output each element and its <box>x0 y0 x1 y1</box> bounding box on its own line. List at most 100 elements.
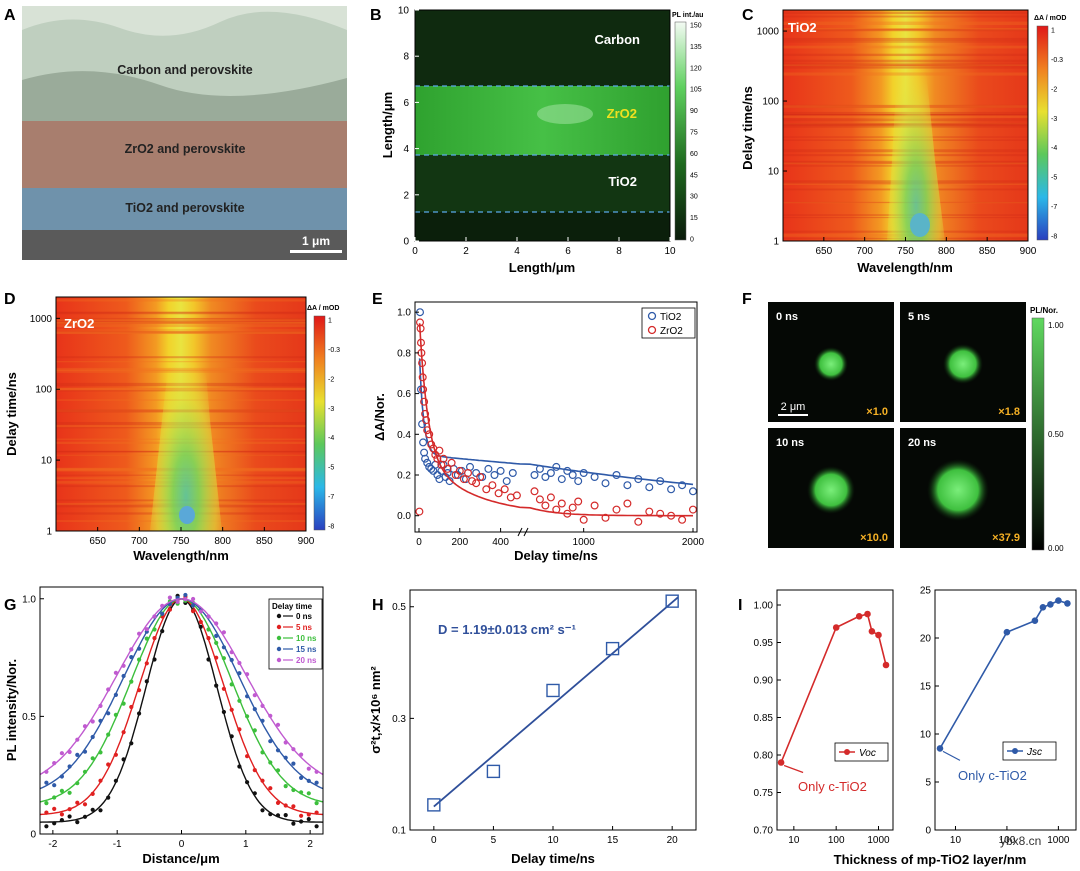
chart-i-left-xtick-label: 100 <box>828 835 845 846</box>
chart-e-point-tio2 <box>667 485 676 494</box>
ta-map-d-feature <box>150 300 222 531</box>
chart-g-point-4 <box>306 766 311 771</box>
pl-map-xlabel: Length/μm <box>509 260 575 275</box>
chart-g-point-4 <box>275 722 281 727</box>
chart-g-point-3 <box>160 611 165 616</box>
ta-colorbar-c-ticks: 1 -0.3 -2 -3 -4 -5 -7 -8 <box>1051 28 1063 241</box>
panel-b: B Carbon ZrO2 TiO2 0 2 4 6 8 10 0 2 4 6 8 10 Lengt… <box>370 6 703 276</box>
chart-i-left-arrow <box>783 764 804 774</box>
chart-e-point-zro2 <box>541 501 550 510</box>
pl-colorbar-tick: 30 <box>690 194 698 201</box>
chart-e-point-tio2 <box>490 471 499 480</box>
chart-g-point-3 <box>214 633 219 639</box>
chart-i-right-point <box>1039 604 1047 611</box>
chart-g-point-4 <box>67 749 72 755</box>
ta-map-c-xtick-label: 750 <box>897 246 914 257</box>
chart-g-point-3 <box>306 778 311 784</box>
chart-g-point-3 <box>82 749 88 754</box>
chart-g-point-0 <box>52 821 57 826</box>
chart-e-point-zro2 <box>433 454 442 463</box>
chart-g-point-3 <box>113 692 118 698</box>
chart-g-point-1 <box>268 786 273 791</box>
chart-g-point-4 <box>291 747 296 752</box>
chart-i-right-ytick-label: 20 <box>920 634 932 645</box>
ta-map-c-xlabel: Wavelength/nm <box>857 260 953 275</box>
chart-e-ytick-label: 0.0 <box>397 511 411 522</box>
pl-frame-time-1: 5 ns <box>908 311 930 323</box>
chart-e-point-zro2 <box>447 458 456 467</box>
pl-spot-1 <box>943 344 983 384</box>
chart-g-point-2 <box>283 784 288 789</box>
ta-map-c-feature <box>887 10 945 241</box>
chart-e-ytick-label: 0.8 <box>397 348 411 359</box>
ta-colorbar-c-tick: -8 <box>1051 234 1057 241</box>
chart-e-point-zro2 <box>574 497 583 506</box>
chart-e-point-zro2 <box>612 505 621 514</box>
pl-frames: 0 ns ×1.0 5 ns ×1.8 10 ns ×10.0 20 ns ×37.9 2 μm <box>768 302 1026 548</box>
chart-i-left-legend <box>834 742 889 762</box>
chart-e-point-tio2 <box>656 477 665 486</box>
pl-map-xtick-label: 2 <box>463 246 469 257</box>
pl-frame-mult-2: ×10.0 <box>860 532 888 544</box>
chart-g-point-0 <box>160 629 165 634</box>
panel-label-e: E <box>372 291 383 308</box>
pl-map-ytick-label: 8 <box>403 52 409 63</box>
panel-label-d: D <box>4 291 16 308</box>
chart-g-point-1 <box>237 727 242 732</box>
panel-c: C TiO2 650 700 750 800 850 900 1 10 100 1000 Wav… <box>740 7 1066 275</box>
chart-e-point-zro2 <box>530 487 539 496</box>
pl-norm-colorbar-title: PL/Nor. <box>1030 306 1058 315</box>
ta-map-c-xtick-label: 900 <box>1020 246 1037 257</box>
chart-g-point-2 <box>306 791 311 796</box>
chart-g-point-3 <box>252 707 257 712</box>
legend-voc-marker <box>844 749 850 755</box>
ta-map-c-xtick-label: 650 <box>815 246 832 257</box>
chart-e-point-zro2 <box>451 471 460 480</box>
chart-g-point-3 <box>98 718 103 723</box>
chart-g-point-1 <box>260 778 265 783</box>
ta-map-d-core <box>179 506 195 524</box>
panel-e: E 0 200 400 1000 2000 0.0 0.2 0.4 0.6 0.8 1.0 Dela… <box>372 291 705 563</box>
chart-i-left-ytick-label: 0.85 <box>754 713 774 724</box>
chart-h-xtick-label: 15 <box>607 835 619 846</box>
chart-e-point-tio2 <box>423 458 432 467</box>
chart-e-point-zro2 <box>482 485 491 494</box>
chart-e-point-zro2 <box>472 479 481 488</box>
pl-map-xticks: 0 2 4 6 8 10 <box>412 237 676 257</box>
chart-h-xlabel: Delay time/ns <box>511 851 595 866</box>
legend-voc-label: Voc <box>859 748 876 759</box>
chart-g-point-4 <box>221 630 226 635</box>
ta-map-d-ytick-label: 100 <box>35 385 52 396</box>
chart-e-xtick-label: 0 <box>416 537 422 548</box>
chart-g-point-2 <box>245 714 250 719</box>
chart-g-point-1 <box>75 800 80 805</box>
chart-g-point-2 <box>98 750 103 755</box>
ta-map-d-yticks: 1 10 100 1000 <box>30 314 60 538</box>
chart-i-right-ytick-label: 15 <box>920 682 932 693</box>
ta-map-c-ytick-label: 100 <box>762 97 779 108</box>
chart-g-point-3 <box>75 752 80 758</box>
chart-e-xtick-label: 1000 <box>573 537 596 548</box>
chart-g-point-4 <box>183 597 188 602</box>
chart-g-point-1 <box>90 791 95 797</box>
ta-colorbar-d <box>313 315 326 531</box>
chart-g-point-1 <box>137 688 142 693</box>
chart-g-ytick-label: 0 <box>30 830 36 841</box>
chart-e-axis-break <box>523 527 529 537</box>
scale-bar-a <box>290 250 342 253</box>
chart-e-point-tio2 <box>418 420 427 429</box>
chart-g-point-3 <box>268 739 273 744</box>
pl-map-xtick-label: 0 <box>412 246 418 257</box>
chart-e-point-zro2 <box>435 446 444 455</box>
chart-i-left-line <box>780 613 887 763</box>
chart-g-point-1 <box>121 730 126 735</box>
chart-e-point-zro2 <box>557 499 566 508</box>
pl-colorbar-tick: 135 <box>690 44 702 51</box>
chart-g-point-1 <box>299 813 304 818</box>
chart-g-point-2 <box>106 732 111 737</box>
chart-g-point-3 <box>283 755 288 760</box>
chart-g-point-3 <box>191 603 196 608</box>
ta-map-c-ylabel: Delay time/ns <box>740 86 755 170</box>
